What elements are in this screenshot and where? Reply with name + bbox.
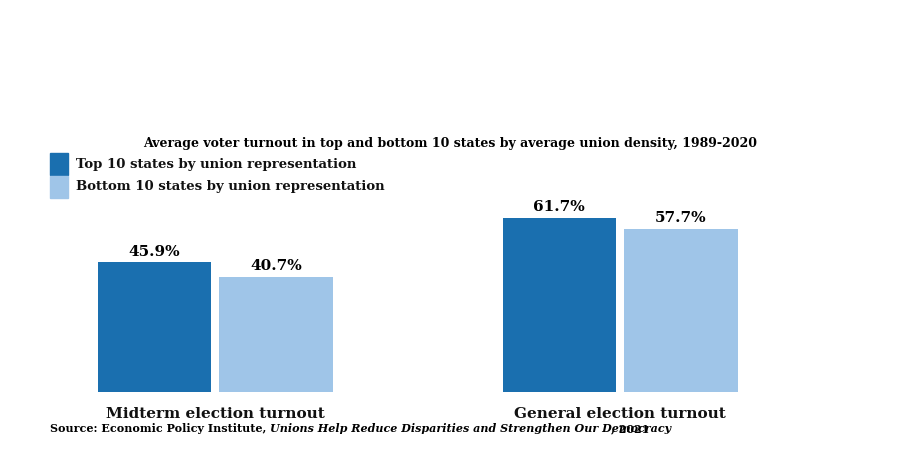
Bar	[220, 277, 333, 392]
Text: Source: Economic Policy Institute, Unions Help Reduce Disparities and Strengthen: Source: Economic Policy Institute, Union…	[50, 424, 611, 434]
Text: Bottom 10 states by union representation: Bottom 10 states by union representation	[76, 180, 385, 193]
Text: 61.7%: 61.7%	[534, 200, 585, 214]
Text: Unions Help Reduce Disparities and Strengthen Our Democracy: Unions Help Reduce Disparities and Stren…	[270, 423, 670, 434]
Bar	[625, 229, 738, 392]
Text: , 2021: , 2021	[611, 423, 650, 434]
Text: Source: Economic Policy Institute, Unions Help Reduce Disparities and Strengthen: Source: Economic Policy Institute, Union…	[50, 423, 670, 434]
Text: General election turnout: General election turnout	[514, 407, 726, 421]
Text: with Greater Levels of Union Representation: with Greater Levels of Union Representat…	[155, 86, 745, 110]
Text: Source: Economic Policy Institute,: Source: Economic Policy Institute,	[50, 423, 270, 434]
Text: 57.7%: 57.7%	[655, 212, 706, 225]
Text: Top 10 states by union representation: Top 10 states by union representation	[76, 158, 357, 171]
Text: 45.9%: 45.9%	[129, 245, 180, 259]
Text: Average voter turnout in top and bottom 10 states by average union density, 1989: Average voter turnout in top and bottom …	[143, 137, 757, 150]
Text: Voter Turnout in Elections is Higher in States: Voter Turnout in Elections is Higher in …	[148, 32, 752, 56]
Bar	[97, 262, 212, 392]
Text: 40.7%: 40.7%	[250, 259, 302, 273]
Text: Midterm election turnout: Midterm election turnout	[105, 407, 325, 421]
Bar	[502, 217, 616, 392]
